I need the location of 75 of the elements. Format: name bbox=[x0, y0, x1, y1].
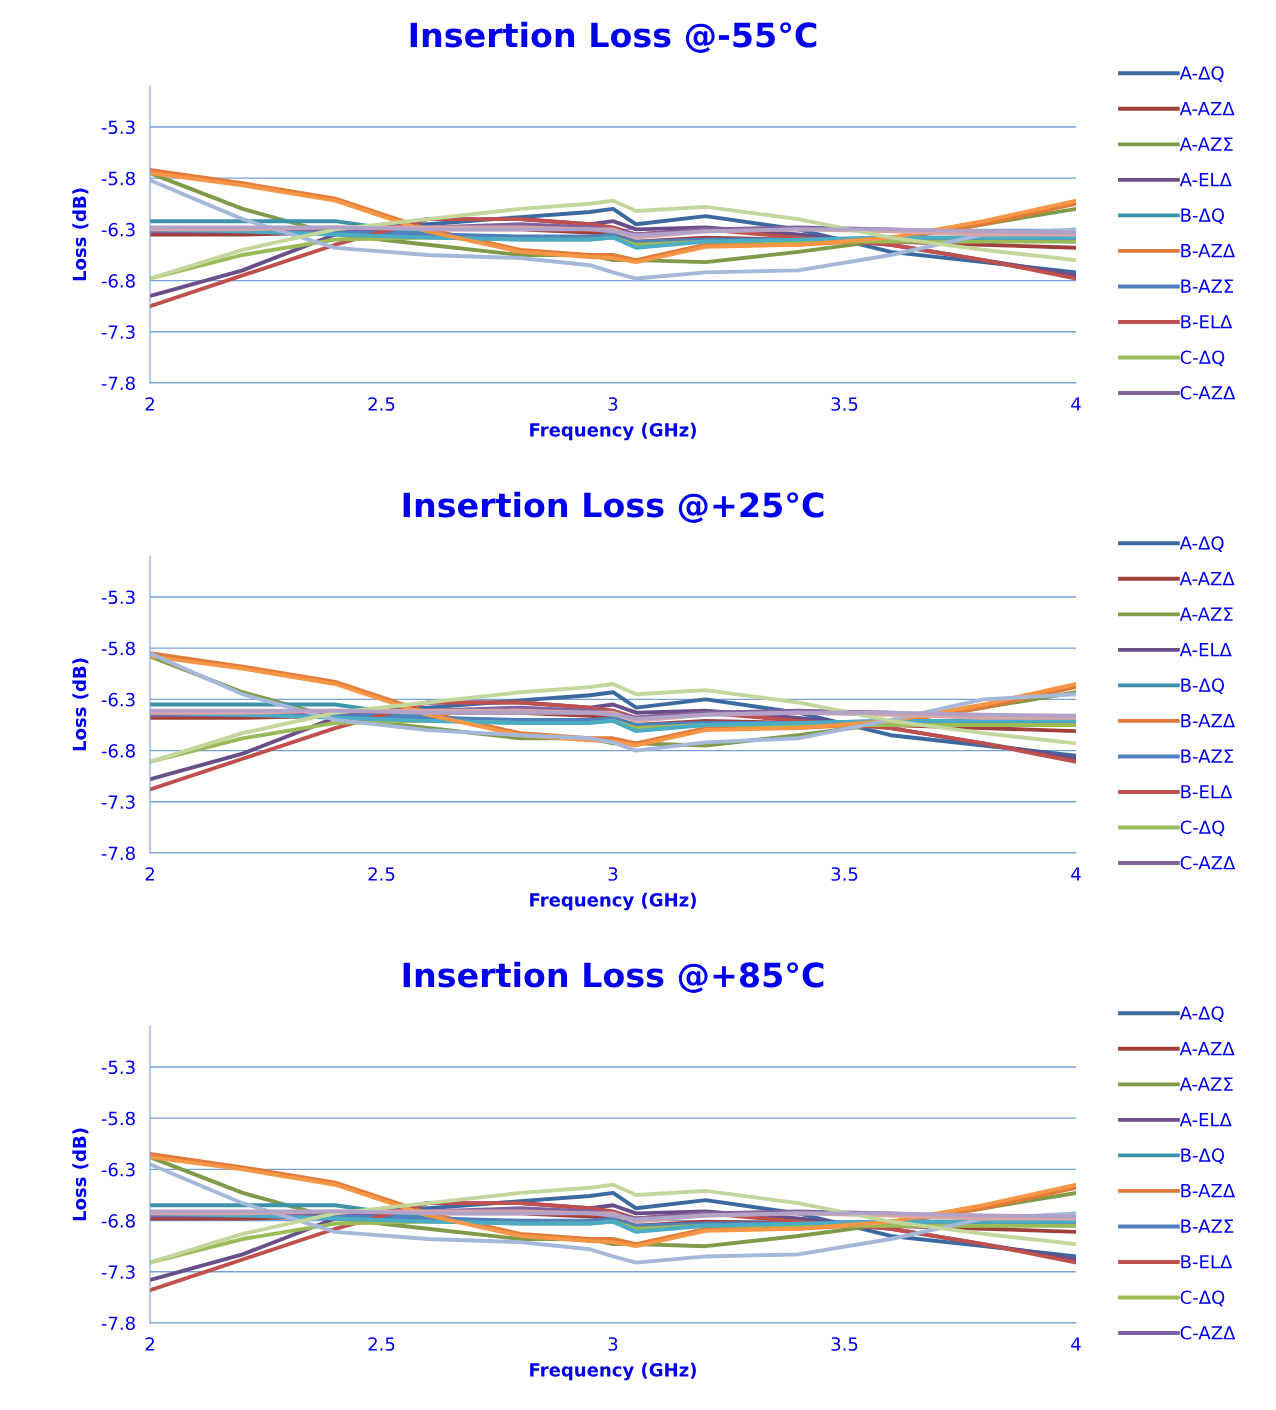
legend-label: B-ΔQ bbox=[1181, 208, 1225, 225]
legend-label: B-AZΔ bbox=[1181, 714, 1236, 728]
legend-label: C-ΔQ bbox=[1180, 1290, 1225, 1307]
y-tick-label: -5.3 bbox=[101, 590, 135, 605]
chart-title: Insertion Loss @-55°C bbox=[410, 21, 817, 53]
y-tick-label: -6.8 bbox=[101, 274, 135, 288]
chart-title: Insertion Loss @+85°C bbox=[403, 961, 824, 993]
legend-label: C-ΔQ bbox=[1180, 350, 1225, 367]
legend-label: B-ELΔ bbox=[1181, 315, 1233, 329]
legend-label: A-ΔQ bbox=[1179, 1006, 1224, 1022]
x-tick-label: 2.5 bbox=[368, 397, 395, 411]
x-tick-label: 4 bbox=[1071, 397, 1081, 411]
x-tick-label: 2 bbox=[145, 1337, 154, 1351]
y-tick-label: -6.3 bbox=[101, 1162, 135, 1177]
line-series bbox=[150, 198, 1076, 281]
y-tick-label: -5.3 bbox=[101, 1060, 135, 1075]
y-axis-title: Loss (dB) bbox=[72, 188, 89, 281]
x-tick-label: 3.5 bbox=[831, 1337, 858, 1351]
x-axis-title: Frequency (GHz) bbox=[530, 892, 696, 911]
x-tick-label: 2 bbox=[145, 397, 154, 411]
y-tick-label: -5.8 bbox=[101, 171, 135, 186]
legend-label: B-AZΣ bbox=[1181, 279, 1234, 293]
x-axis-title: Frequency (GHz) bbox=[530, 1362, 696, 1381]
chart-title: Insertion Loss @+25°C bbox=[403, 491, 824, 523]
legend-label: C-ΔQ bbox=[1180, 820, 1225, 837]
y-tick-label: -7.8 bbox=[101, 1316, 135, 1331]
legend-label: A-ELΔ bbox=[1179, 1113, 1232, 1127]
legend-label: A-ELΔ bbox=[1179, 173, 1232, 187]
legend-label: B-ΔQ bbox=[1181, 1148, 1225, 1165]
x-tick-label: 4 bbox=[1071, 1337, 1081, 1351]
line-series bbox=[150, 682, 1076, 764]
legend-label: B-ELΔ bbox=[1181, 1255, 1233, 1269]
legend-label: B-ELΔ bbox=[1181, 785, 1233, 799]
y-tick-label: -6.3 bbox=[101, 222, 135, 237]
legend-label: A-AZΣ bbox=[1179, 137, 1233, 151]
y-axis-title: Loss (dB) bbox=[72, 658, 89, 751]
x-tick-label: 3 bbox=[608, 867, 618, 881]
line-series bbox=[150, 1182, 1076, 1265]
y-tick-label: -7.8 bbox=[101, 846, 135, 861]
y-tick-label: -6.3 bbox=[101, 692, 135, 707]
x-tick-label: 3 bbox=[608, 397, 618, 411]
x-tick-label: 3.5 bbox=[831, 867, 858, 881]
x-tick-label: 2.5 bbox=[368, 1337, 395, 1351]
legend-label: C-AZΔ bbox=[1180, 855, 1236, 870]
y-axis-title: Loss (dB) bbox=[72, 1128, 89, 1221]
legend-label: A-ΔQ bbox=[1179, 66, 1224, 82]
y-tick-label: -6.8 bbox=[101, 1214, 135, 1228]
legend-label: A-AZΣ bbox=[1179, 607, 1233, 621]
y-tick-label: -5.3 bbox=[101, 120, 135, 135]
x-tick-label: 4 bbox=[1071, 867, 1081, 881]
legend-label: B-AZΣ bbox=[1181, 749, 1234, 763]
y-tick-label: -7.8 bbox=[101, 376, 135, 391]
legend-label: A-AZΣ bbox=[1179, 1077, 1233, 1091]
legend-label: A-AZΔ bbox=[1179, 1041, 1235, 1056]
legend-label: C-AZΔ bbox=[1180, 385, 1236, 400]
legend-label: A-ELΔ bbox=[1179, 643, 1232, 657]
legend-label: B-AZΔ bbox=[1181, 1184, 1236, 1198]
y-tick-label: -7.3 bbox=[101, 795, 135, 809]
y-tick-label: -7.3 bbox=[101, 325, 135, 339]
y-tick-label: -7.3 bbox=[101, 1265, 135, 1279]
x-tick-label: 3 bbox=[608, 1337, 618, 1351]
legend-label: A-AZΔ bbox=[1179, 101, 1235, 116]
legend-label: C-AZΔ bbox=[1180, 1325, 1236, 1340]
x-tick-label: 3.5 bbox=[831, 397, 858, 411]
y-tick-label: -5.8 bbox=[101, 641, 135, 656]
legend-label: A-ΔQ bbox=[1179, 536, 1224, 552]
legend-label: B-ΔQ bbox=[1181, 678, 1225, 695]
legend-label: B-AZΔ bbox=[1181, 244, 1236, 258]
y-tick-label: -5.8 bbox=[101, 1111, 135, 1126]
y-tick-label: -6.8 bbox=[101, 744, 135, 758]
legend-label: B-AZΣ bbox=[1181, 1219, 1234, 1233]
x-tick-label: 2.5 bbox=[368, 867, 395, 881]
legend-label: A-AZΔ bbox=[1179, 571, 1235, 586]
x-tick-label: 2 bbox=[145, 867, 154, 881]
x-axis-title: Frequency (GHz) bbox=[530, 422, 696, 441]
